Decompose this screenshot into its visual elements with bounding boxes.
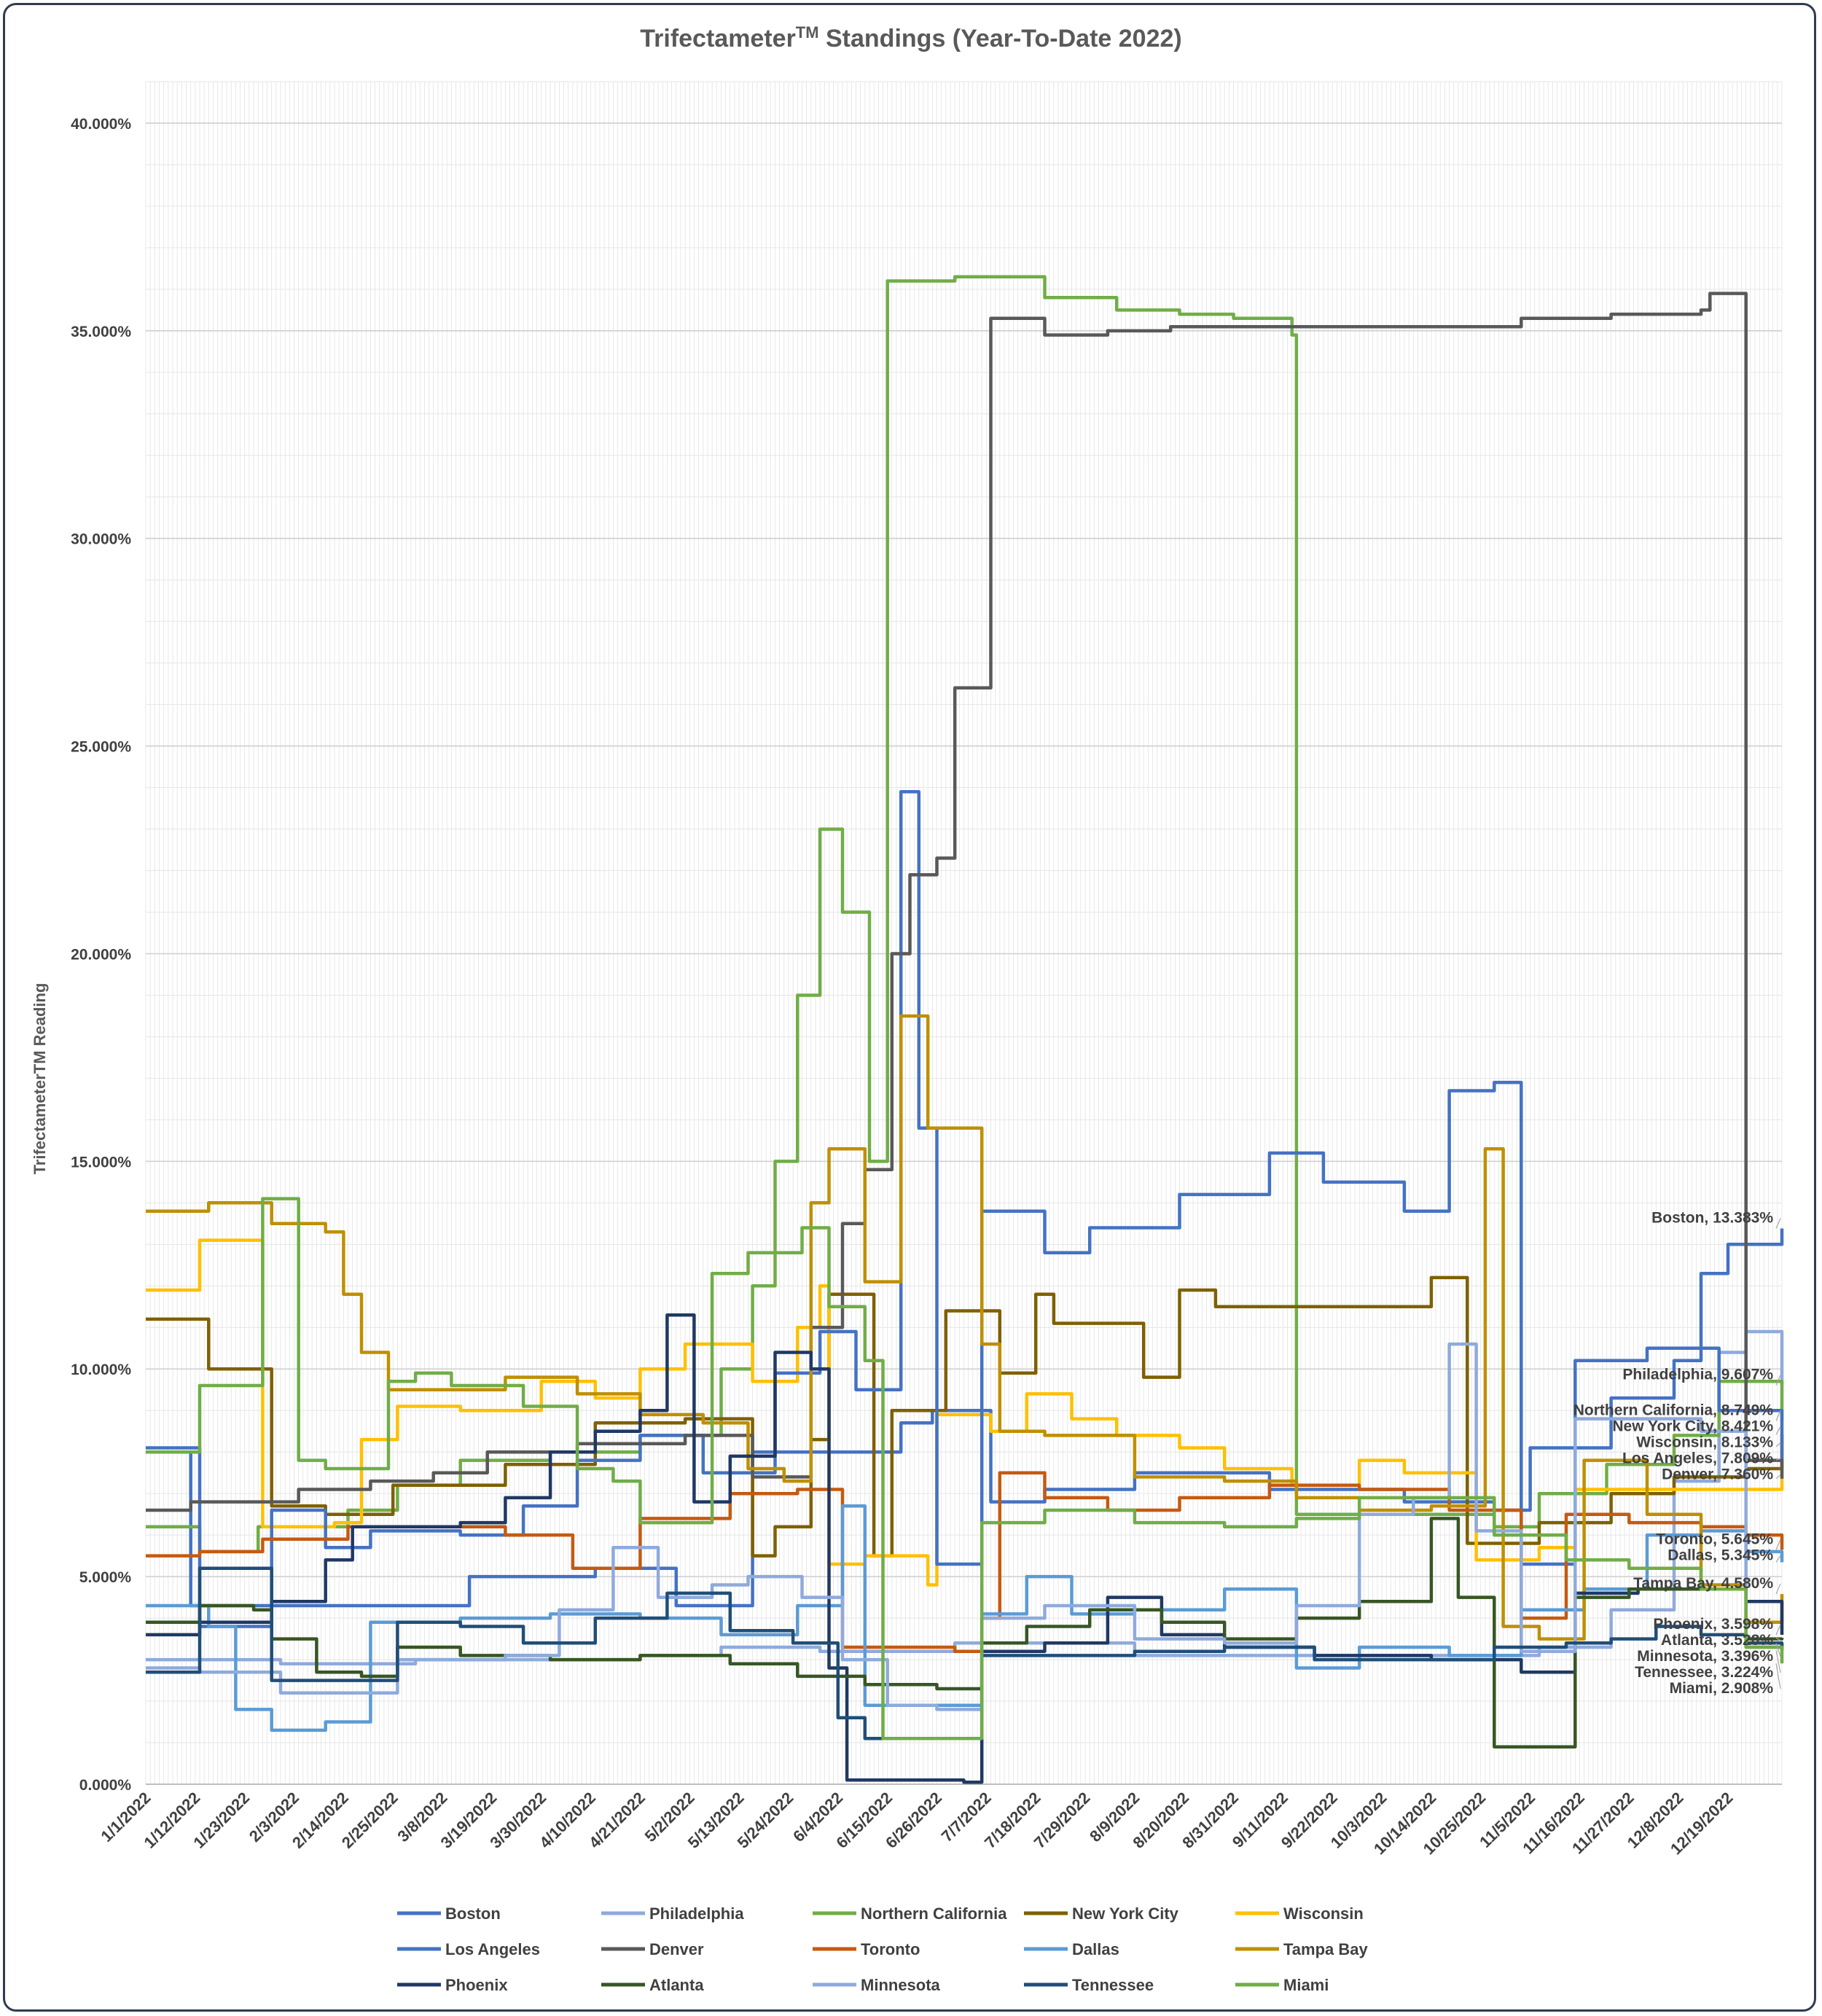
legend-label-northern-california: Northern California: [861, 1904, 1007, 1923]
chart-title-sup: TM: [796, 23, 819, 42]
end-label-atlanta: Atlanta, 3.528%: [1661, 1632, 1773, 1649]
y-axis-title: TrifectameterTM Reading: [31, 983, 49, 1175]
series-line-denver: [146, 292, 1784, 1512]
end-label-leader: [1775, 1663, 1781, 1689]
legend-label-toronto: Toronto: [861, 1940, 920, 1958]
chart-title-main: Trifectameter: [640, 25, 796, 52]
legend-label-tennessee: Tennessee: [1072, 1976, 1154, 1994]
end-labels: Boston, 13.383% Philadelphia, 9.607% North…: [1573, 1209, 1781, 1697]
end-label-leader: [1775, 1539, 1781, 1550]
y-tick-label: 30.000%: [71, 531, 131, 548]
series-line-los-angeles: [146, 790, 1784, 1628]
end-label-northern-california: Northern California, 8.749%: [1573, 1402, 1774, 1419]
legend-label-dallas: Dallas: [1072, 1940, 1119, 1958]
legend-label-phoenix: Phoenix: [445, 1976, 508, 1994]
end-label-leader: [1775, 1375, 1781, 1386]
chart-title: TrifectameterTM Standings (Year-To-Date …: [640, 23, 1181, 52]
end-label-leader: [1775, 1426, 1781, 1435]
end-label-leader: [1775, 1583, 1781, 1595]
series-line-tennessee: [146, 1566, 1784, 1740]
series-line-new-york-city: [146, 1275, 1784, 1558]
end-label-leader: [1775, 1458, 1781, 1461]
legend-label-wisconsin: Wisconsin: [1283, 1904, 1364, 1923]
end-label-philadelphia: Philadelphia, 9.607%: [1622, 1367, 1773, 1383]
legend-label-denver: Denver: [649, 1940, 704, 1958]
end-label-new-york-city: New York City, 8.421%: [1612, 1418, 1773, 1435]
end-label-los-angeles: Los Angeles, 7.809%: [1622, 1450, 1773, 1467]
end-label-boston: Boston, 13.383%: [1651, 1209, 1773, 1226]
end-label-toronto: Toronto, 5.645%: [1656, 1531, 1773, 1547]
legend-label-tampa-bay: Tampa Bay: [1283, 1940, 1369, 1958]
end-label-tampa-bay: Tampa Bay, 4.580%: [1633, 1575, 1773, 1592]
y-tick-labels: 0.000% 5.000% 10.000% 15.000% 20.000% 25.000%…: [71, 116, 131, 1794]
grid-layer: [145, 81, 1783, 1785]
end-label-leader: [1775, 1442, 1781, 1447]
end-label-minnesota: Minnesota, 3.396%: [1637, 1648, 1773, 1665]
legend-label-boston: Boston: [445, 1904, 501, 1923]
y-tick-label: 35.000%: [71, 324, 131, 340]
series-lines: [146, 275, 1784, 1784]
end-label-wisconsin: Wisconsin, 8.133%: [1636, 1434, 1773, 1451]
end-label-leader: [1775, 1474, 1781, 1480]
end-label-tennessee: Tennessee, 3.224%: [1635, 1664, 1773, 1681]
y-tick-label: 25.000%: [71, 739, 131, 756]
end-label-leader: [1775, 1650, 1781, 1673]
y-tick-label: 15.000%: [71, 1154, 131, 1171]
chart-title-rest: Standings (Year-To-Date 2022): [819, 25, 1182, 52]
x-tick-labels: 1/1/20221/12/20221/23/20222/3/20222/14/2…: [97, 1789, 1736, 1859]
legend: Boston Philadelphia Northern California New…: [397, 1904, 1369, 1994]
y-tick-label: 20.000%: [71, 946, 131, 963]
end-label-miami: Miami, 2.908%: [1670, 1680, 1774, 1697]
legend-label-los-angeles: Los Angeles: [445, 1940, 540, 1958]
legend-label-minnesota: Minnesota: [861, 1976, 941, 1994]
series-line-phoenix: [146, 1313, 1784, 1784]
end-label-leader: [1775, 1624, 1781, 1636]
end-label-leader: [1775, 1555, 1781, 1563]
series-line-minnesota: [146, 1342, 1784, 1711]
legend-label-new-york-city: New York City: [1072, 1904, 1179, 1923]
end-label-denver: Denver, 7.360%: [1662, 1466, 1773, 1483]
legend-label-miami: Miami: [1283, 1976, 1329, 1994]
y-tick-label: 0.000%: [79, 1777, 132, 1794]
end-label-dallas: Dallas, 5.345%: [1667, 1547, 1773, 1563]
series-line-miami: [146, 1197, 1784, 1740]
y-tick-label: 10.000%: [71, 1361, 131, 1378]
end-label-leader: [1775, 1637, 1781, 1641]
legend-label-philadelphia: Philadelphia: [649, 1904, 744, 1923]
end-label-leader: [1775, 1643, 1781, 1657]
legend-label-atlanta: Atlanta: [649, 1976, 704, 1994]
end-label-phoenix: Phoenix, 3.598%: [1653, 1616, 1773, 1633]
y-tick-label: 40.000%: [71, 116, 131, 133]
end-label-leader: [1775, 1218, 1781, 1229]
series-line-wisconsin: [146, 1238, 1784, 1587]
series-line-tampa-bay: [146, 1014, 1784, 1641]
y-tick-label: 5.000%: [79, 1569, 132, 1586]
end-label-leader: [1775, 1410, 1781, 1421]
